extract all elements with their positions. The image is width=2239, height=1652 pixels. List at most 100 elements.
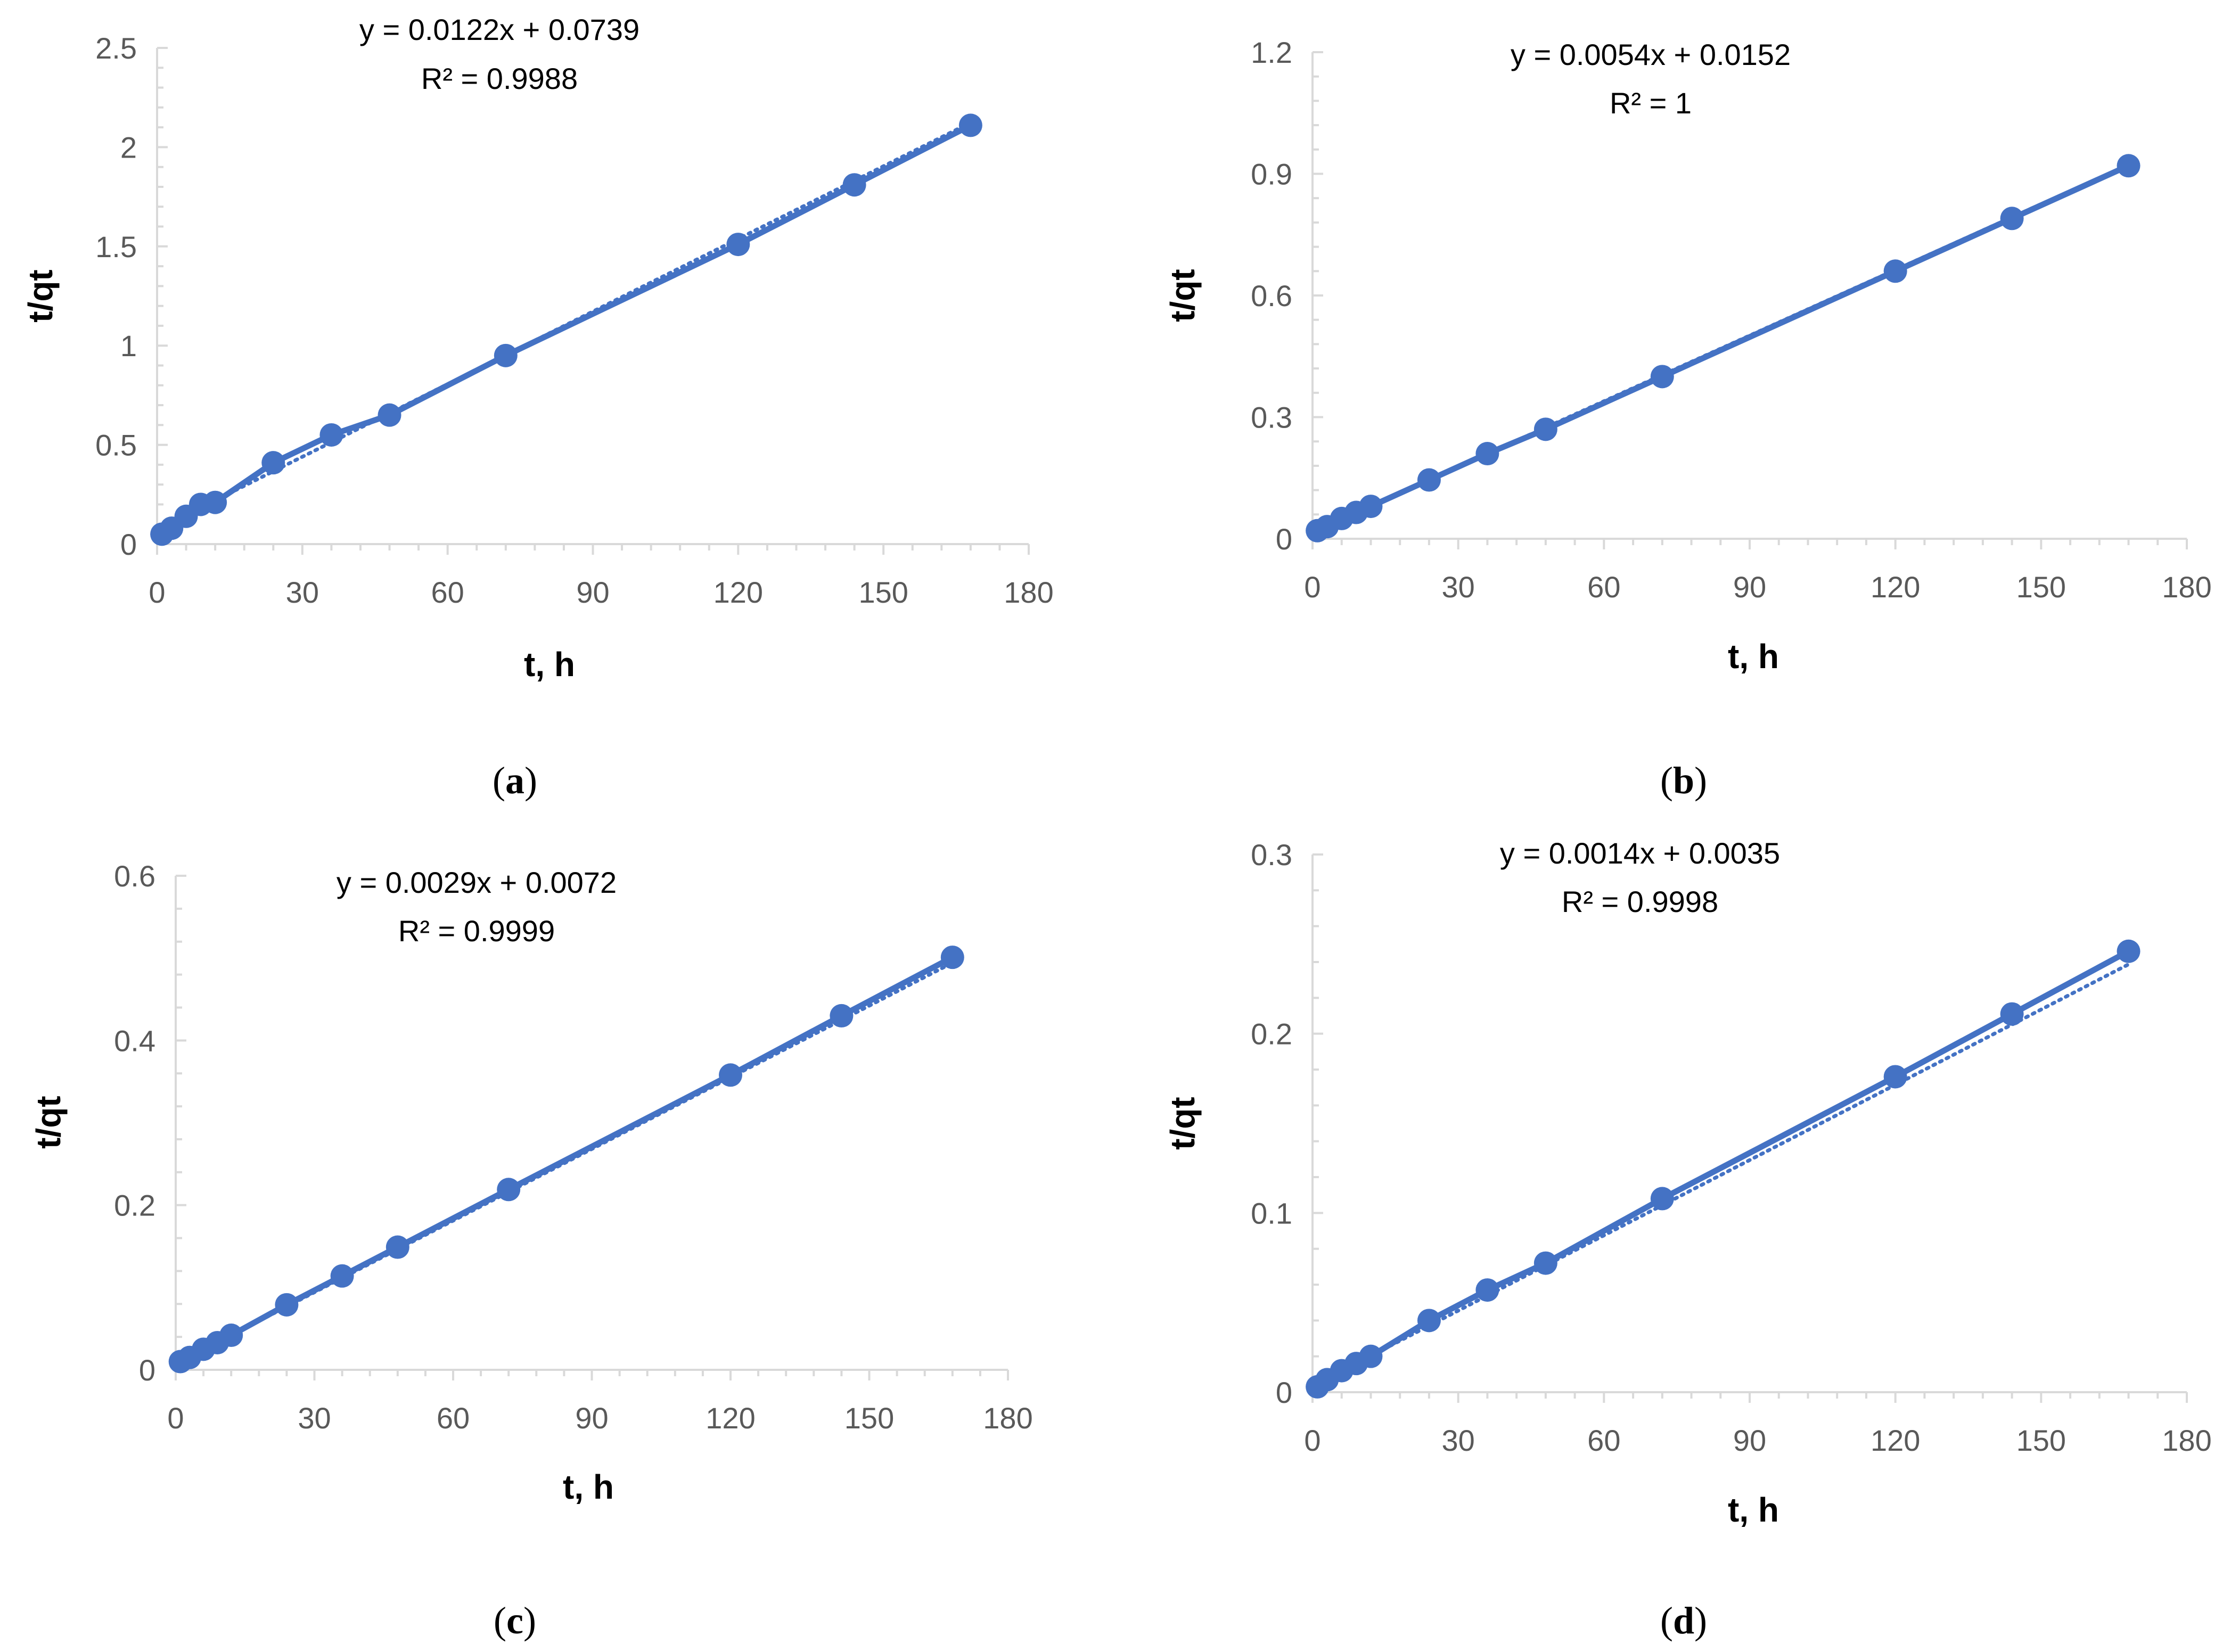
data-point [1650, 1187, 1674, 1211]
y-ticks: 0 0.3 0.6 0.9 1.2 [1251, 36, 1292, 556]
x-tick-label: 60 [1587, 1424, 1620, 1457]
y-tick-label: 0 [139, 1353, 155, 1387]
x-tick-label: 0 [149, 576, 165, 609]
trend-equation: y = 0.0029x + 0.0072 [337, 866, 617, 899]
data-point [275, 1293, 299, 1317]
minor-ticks [1311, 853, 2188, 1403]
r-squared-label: R² = 0.9988 [421, 62, 578, 95]
data-point [1650, 365, 1674, 389]
x-tick-label: 30 [298, 1401, 331, 1435]
x-tick-label: 30 [1442, 570, 1475, 604]
data-points [1306, 154, 2140, 543]
x-axis-title: t, h [1728, 637, 1779, 676]
data-point [494, 343, 518, 367]
y-tick-label: 0.3 [1251, 838, 1292, 872]
data-point [261, 451, 285, 475]
y-tick-label: 1.2 [1251, 36, 1292, 69]
x-ticks: 0 30 60 90 120 150 180 [1304, 1424, 2211, 1457]
trendline [160, 120, 973, 529]
x-tick-label: 0 [167, 1401, 184, 1435]
x-tick-label: 90 [1733, 1424, 1766, 1457]
y-tick-label: 0 [1276, 522, 1292, 556]
data-point [378, 403, 401, 427]
data-point [719, 1063, 742, 1087]
panel-label-d: (d) [1660, 1599, 1707, 1642]
panel-letter: a [505, 759, 524, 802]
data-point [330, 1264, 354, 1288]
y-tick-label: 0.5 [95, 429, 137, 462]
data-points [1306, 939, 2140, 1399]
x-tick-label: 120 [713, 576, 763, 609]
data-point [842, 173, 866, 197]
x-tick-label: 150 [2016, 570, 2066, 604]
data-point [386, 1235, 409, 1259]
data-points [168, 946, 964, 1374]
y-axis-title: t/qt [21, 269, 60, 323]
panel-label-b: (b) [1660, 759, 1707, 802]
panel-letter: b [1673, 759, 1694, 802]
x-tick-label: 120 [1871, 1424, 1920, 1457]
x-tick-label: 180 [983, 1401, 1032, 1435]
data-point [1359, 1344, 1383, 1368]
x-ticks: 0 30 60 90 120 150 180 [149, 576, 1053, 609]
x-tick-label: 30 [286, 576, 319, 609]
data-points [150, 113, 982, 546]
trendline [1315, 962, 2131, 1385]
trend-equation: y = 0.0122x + 0.0739 [359, 13, 639, 46]
data-point [940, 946, 964, 969]
x-tick-label: 60 [431, 576, 464, 609]
minor-ticks [1311, 51, 2188, 549]
r-squared-label: R² = 0.9999 [398, 914, 555, 948]
x-tick-label: 180 [2162, 570, 2211, 604]
y-tick-label: 0.6 [114, 859, 155, 893]
data-point [958, 113, 982, 137]
x-tick-label: 60 [1587, 570, 1620, 604]
y-ticks: 0 0.1 0.2 0.3 [1251, 838, 1292, 1409]
data-point [319, 423, 343, 447]
y-tick-label: 0.3 [1251, 401, 1292, 434]
x-tick-label: 60 [437, 1401, 470, 1435]
data-point [1417, 468, 1441, 492]
y-ticks: 0 0.2 0.4 0.6 [114, 859, 155, 1387]
x-tick-label: 180 [2162, 1424, 2211, 1457]
y-tick-label: 0.4 [114, 1024, 155, 1057]
x-tick-label: 0 [1304, 1424, 1321, 1457]
y-ticks: 0 0.5 1 1.5 2 2.5 [95, 31, 137, 561]
y-tick-label: 0 [120, 528, 137, 561]
y-axis-title: t/qt [1163, 269, 1202, 322]
data-point [2000, 1002, 2024, 1026]
trend-equation: y = 0.0054x + 0.0152 [1511, 38, 1791, 71]
data-point [1883, 1065, 1907, 1089]
data-point [2117, 939, 2140, 963]
y-tick-label: 1 [120, 329, 137, 363]
chart-panel-a: 0 0.5 1 1.5 2 2.5 0 30 60 90 120 150 180… [21, 13, 1054, 802]
data-point [497, 1178, 521, 1202]
y-axis-title: t/qt [1163, 1097, 1202, 1150]
r-squared-label: R² = 1 [1610, 86, 1692, 120]
y-tick-label: 0.2 [114, 1189, 155, 1222]
x-tick-label: 150 [2016, 1424, 2066, 1457]
panel-letter: d [1673, 1599, 1694, 1642]
chart-panel-c: 0 0.2 0.4 0.6 0 30 60 90 120 150 180 y =… [29, 859, 1033, 1642]
trend-equation: y = 0.0014x + 0.0035 [1500, 836, 1780, 870]
data-point [1533, 417, 1557, 441]
y-axis-title: t/qt [29, 1096, 68, 1149]
x-tick-label: 180 [1004, 576, 1053, 609]
data-point [1359, 495, 1383, 519]
minor-ticks [156, 47, 1030, 555]
x-axis-title: t, h [524, 645, 575, 684]
data-point [219, 1324, 243, 1347]
x-tick-label: 150 [844, 1401, 894, 1435]
x-axis-title: t, h [1728, 1491, 1779, 1529]
data-point [1475, 1278, 1499, 1302]
data-point [2117, 154, 2140, 178]
data-point [830, 1004, 854, 1028]
data-point [2000, 207, 2024, 231]
minor-ticks [175, 875, 1009, 1380]
data-point [1475, 442, 1499, 466]
x-tick-label: 150 [858, 576, 908, 609]
y-tick-label: 0.6 [1251, 279, 1292, 313]
r-squared-label: R² = 0.9998 [1562, 885, 1718, 918]
y-tick-label: 1.5 [95, 230, 137, 264]
